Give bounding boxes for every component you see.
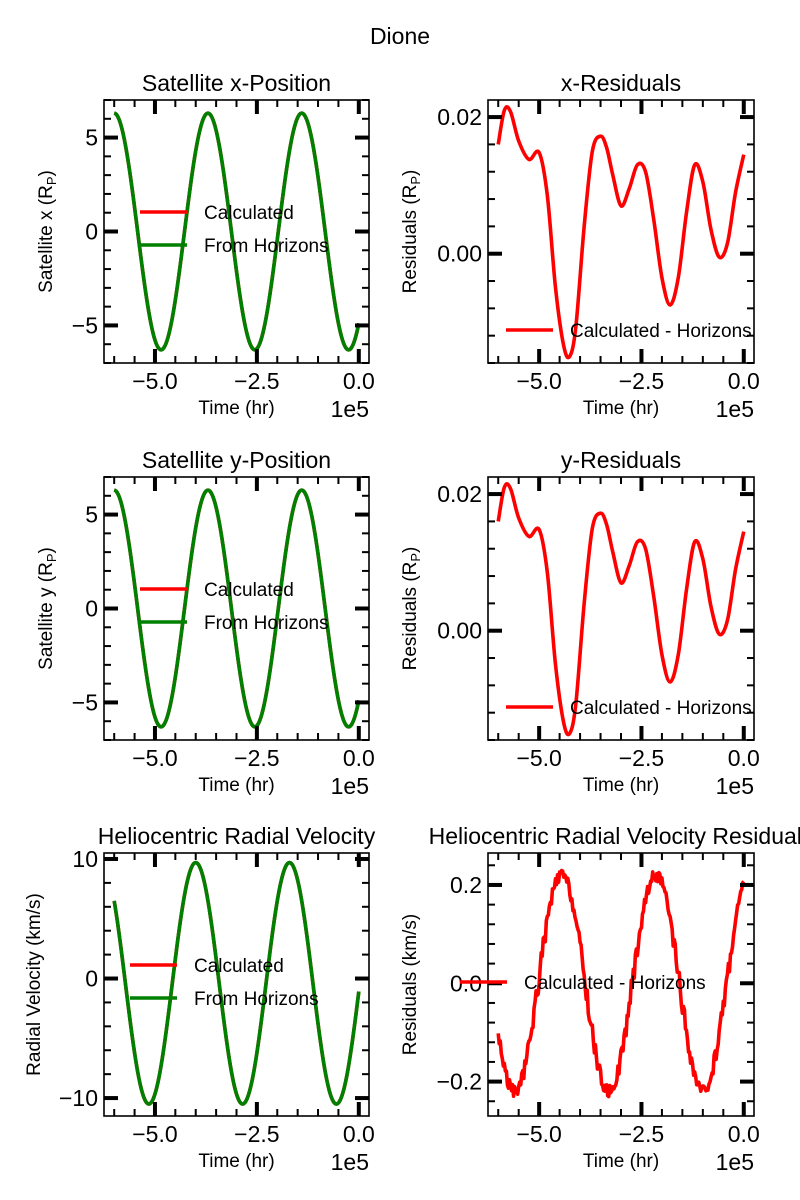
x-tick-label: −2.5: [619, 1121, 664, 1147]
x-tick-label: −5.0: [132, 745, 177, 771]
y-tick-label: −5: [72, 689, 98, 715]
y-tick-label: 0.02: [437, 481, 482, 507]
x-tick-label: 0.0: [343, 745, 375, 771]
y-tick-label: 0.00: [437, 618, 482, 644]
legend-label: Calculated: [194, 956, 284, 977]
x-axis-label: Time (hr): [198, 775, 274, 796]
subplot-1: −5.0 −2.5 0.0 −5 0 5 Satellite x-Position Time …: [36, 70, 375, 422]
y-tick-label: 0.2: [450, 872, 482, 898]
legend-label: Calculated - Horizons: [524, 973, 706, 994]
y-tick-label: −10: [59, 1085, 98, 1111]
subplot-title: Satellite x-Position: [142, 70, 331, 96]
x-tick-label: −2.5: [234, 745, 279, 771]
subplot-2: −5.0 −2.5 0.0 0.00 0.02 x-Residuals Time (hr) 1…: [400, 70, 760, 422]
y-tick-label: −0.2: [437, 1069, 482, 1095]
y-tick-label: 0: [85, 219, 98, 245]
y-axis-label: Radial Velocity (km/s): [24, 893, 45, 1076]
x-offset-text: 1e5: [716, 396, 754, 422]
legend-label: Calculated: [204, 203, 294, 224]
legend: Calculated From Horizons: [130, 956, 319, 1010]
subplot-title: Satellite y-Position: [142, 447, 331, 473]
y-axis-label: Satellite y (RP): [36, 547, 59, 670]
x-tick-label: −5.0: [516, 368, 561, 394]
legend: Calculated From Horizons: [140, 203, 329, 257]
subplot-grid: −5.0 −2.5 0.0 −5 0 5 Satellite x-Position Time …: [24, 70, 800, 1175]
figure-title: Dione: [370, 23, 430, 49]
subplot-title: Heliocentric Radial Velocity: [98, 823, 376, 849]
x-offset-text: 1e5: [716, 773, 754, 799]
x-tick-label: −2.5: [619, 368, 664, 394]
x-tick-label: −5.0: [516, 1121, 561, 1147]
subplot-3: −5.0 −2.5 0.0 −5 0 5 Satellite y-Position Time …: [36, 447, 375, 799]
series-line-1: [496, 482, 746, 737]
y-tick-label: 0: [85, 966, 98, 992]
x-axis-label: Time (hr): [583, 1151, 659, 1172]
x-tick-label: −5.0: [132, 1121, 177, 1147]
legend-label: From Horizons: [204, 236, 329, 257]
series-line-2: [112, 860, 361, 1106]
y-axis-label: Residuals (RP): [400, 547, 423, 671]
x-tick-label: −5.0: [132, 368, 177, 394]
x-axis-label: Time (hr): [583, 398, 659, 419]
x-tick-label: −2.5: [234, 1121, 279, 1147]
x-offset-text: 1e5: [331, 1149, 369, 1175]
subplot-title: x-Residuals: [561, 70, 681, 96]
y-axis-label: Satellite x (RP): [36, 170, 59, 293]
x-offset-text: 1e5: [331, 773, 369, 799]
y-tick-label: 0.02: [437, 104, 482, 130]
legend: Calculated - Horizons: [460, 973, 706, 994]
subplot-title: Heliocentric Radial Velocity Residuals: [429, 823, 800, 849]
legend-label: From Horizons: [194, 989, 319, 1010]
series-line-2: [113, 111, 361, 352]
legend-label: Calculated - Horizons: [570, 698, 752, 719]
x-axis-label: Time (hr): [583, 775, 659, 796]
y-axis-label: Residuals (km/s): [400, 914, 421, 1055]
x-tick-label: −2.5: [619, 745, 664, 771]
series-line-1: [496, 868, 746, 1099]
legend: Calculated - Horizons: [506, 321, 752, 342]
x-axis-label: Time (hr): [198, 398, 274, 419]
x-tick-label: 0.0: [728, 745, 760, 771]
y-tick-label: 0: [85, 596, 98, 622]
series-line-2: [113, 488, 361, 729]
x-tick-label: −2.5: [234, 368, 279, 394]
x-offset-text: 1e5: [331, 396, 369, 422]
y-tick-label: 5: [85, 502, 98, 528]
x-offset-text: 1e5: [716, 1149, 754, 1175]
y-axis-label: Residuals (RP): [400, 170, 423, 294]
y-tick-label: 0.00: [437, 241, 482, 267]
legend-label: From Horizons: [204, 613, 329, 634]
y-tick-label: 10: [72, 846, 98, 872]
x-tick-label: 0.0: [343, 1121, 375, 1147]
x-tick-label: 0.0: [728, 1121, 760, 1147]
subplot-4: −5.0 −2.5 0.0 0.00 0.02 y-Residuals Time (hr) 1…: [400, 447, 760, 799]
x-tick-label: 0.0: [728, 368, 760, 394]
legend: Calculated - Horizons: [506, 698, 752, 719]
subplot-title: y-Residuals: [561, 447, 681, 473]
axes-frame: [103, 852, 370, 1117]
axes-frame: [103, 99, 370, 364]
x-tick-label: −5.0: [516, 745, 561, 771]
axes-frame: [103, 476, 370, 741]
y-tick-label: −5: [72, 312, 98, 338]
series-line-1: [112, 860, 361, 1106]
series-line-1: [496, 105, 746, 360]
x-tick-label: 0.0: [343, 368, 375, 394]
y-tick-label: 5: [85, 125, 98, 151]
x-axis-label: Time (hr): [198, 1151, 274, 1172]
legend: Calculated From Horizons: [140, 580, 329, 634]
legend-label: Calculated: [204, 580, 294, 601]
legend-label: Calculated - Horizons: [570, 321, 752, 342]
